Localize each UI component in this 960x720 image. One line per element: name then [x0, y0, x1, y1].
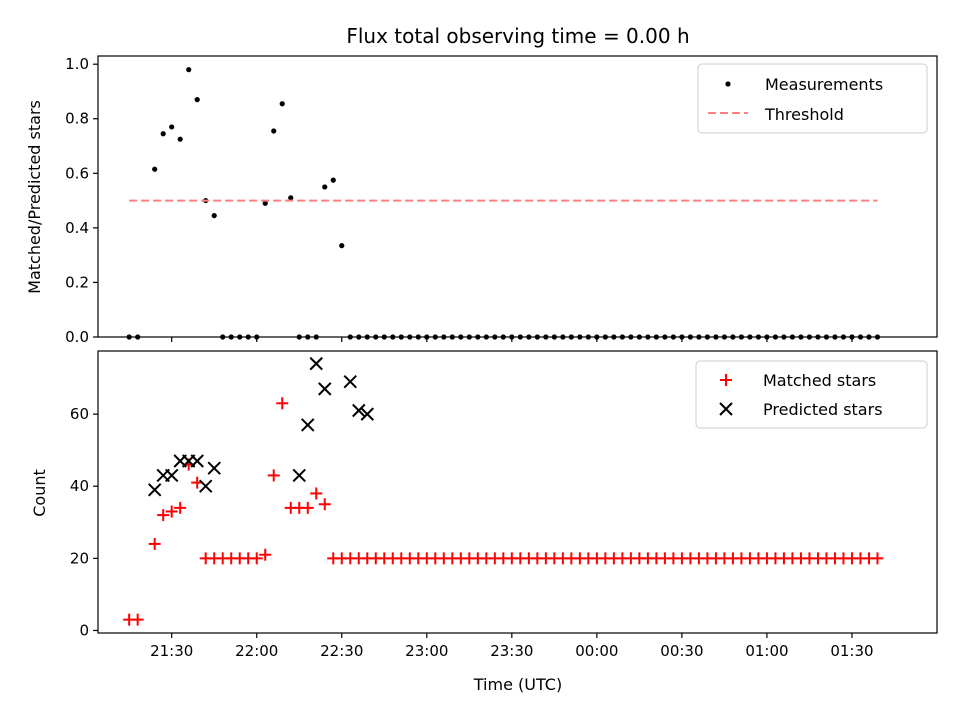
ratio-y-axis-label: Matched/Predicted stars [25, 100, 44, 294]
legend-label-predicted: Predicted stars [763, 400, 883, 419]
y-tick-label: 1.0 [65, 55, 89, 73]
data-point [207, 461, 221, 475]
x-tick-label: 23:30 [490, 642, 533, 660]
data-point [271, 128, 277, 134]
data-point [360, 407, 374, 421]
y-tick-label: 20 [70, 549, 89, 567]
y-tick-label: 0 [79, 621, 89, 639]
legend-marker-measurements [725, 81, 731, 87]
x-tick-label: 21:30 [150, 642, 193, 660]
x-tick-label: 23:00 [405, 642, 448, 660]
y-tick-label: 0.8 [65, 110, 89, 128]
data-point [318, 382, 332, 396]
series-matched-stars [123, 397, 884, 626]
ratio-y-ticks: 0.0 0.2 0.4 0.6 0.8 1.0 [65, 55, 98, 346]
data-point [343, 374, 357, 389]
data-point [211, 212, 217, 219]
series-predicted-stars [147, 356, 374, 497]
data-point [330, 177, 336, 183]
data-point [131, 613, 144, 626]
data-point [318, 498, 331, 511]
x-tick-label: 22:30 [320, 642, 363, 660]
legend-label-measurements: Measurements [765, 75, 883, 94]
data-point [322, 184, 328, 190]
data-point [301, 501, 314, 514]
x-tick-label: 01:30 [830, 642, 873, 660]
y-tick-label: 0.0 [65, 328, 89, 346]
legend-marker-matched [720, 374, 732, 386]
data-point [292, 468, 306, 483]
counts-x-axis-label: Time (UTC) [473, 675, 562, 694]
counts-y-axis-label: Count [30, 469, 49, 517]
data-point [352, 403, 366, 418]
data-point [250, 552, 263, 565]
y-tick-label: 0.4 [65, 219, 89, 237]
ratio-axes-frame [97, 55, 938, 338]
data-point [276, 397, 289, 410]
legend-marker-predicted [719, 402, 733, 416]
counts-plot-area [123, 356, 884, 626]
figure-title: Flux total observing time = 0.00 h [346, 24, 689, 48]
ratio-x-ticks [171, 337, 853, 342]
x-tick-label: 00:30 [660, 642, 703, 660]
data-point [152, 166, 158, 172]
data-point [190, 454, 204, 468]
data-point [309, 356, 323, 371]
legend-label-matched: Matched stars [763, 371, 876, 390]
data-point [147, 483, 162, 497]
x-tick-label: 01:00 [745, 642, 788, 660]
data-point [186, 67, 192, 73]
data-point [288, 195, 294, 201]
ratio-panel: 0.0 0.2 0.4 0.6 0.8 1.0 Matched/Predicted sta… [25, 55, 938, 346]
data-point [194, 97, 200, 103]
counts-legend-box [695, 360, 928, 429]
data-point [148, 537, 161, 550]
data-point [267, 469, 280, 482]
data-point [169, 124, 175, 130]
y-tick-label: 0.6 [65, 164, 89, 182]
data-point [279, 101, 285, 107]
data-point [310, 487, 323, 500]
counts-legend: Matched stars Predicted stars [695, 360, 928, 429]
y-tick-label: 0.2 [65, 273, 89, 291]
data-point [871, 552, 884, 565]
data-point [165, 505, 178, 518]
ratio-legend-box [697, 63, 928, 134]
data-point [262, 200, 268, 206]
data-point [164, 468, 179, 483]
counts-panel: 0 20 40 60 21:30 22:00 22:30 23:00 23:30 00:00 00… [30, 350, 938, 694]
data-point [301, 418, 315, 432]
counts-axes-frame [97, 350, 938, 634]
counts-y-ticks: 0 20 40 60 [70, 405, 98, 639]
ratio-legend: Measurements Threshold [697, 63, 928, 134]
data-point [199, 479, 213, 493]
x-tick-label: 00:00 [575, 642, 618, 660]
y-tick-label: 40 [70, 477, 89, 495]
data-point [339, 243, 345, 249]
data-point [157, 509, 170, 522]
data-point [174, 501, 187, 514]
counts-x-ticks: 21:30 22:00 22:30 23:00 23:30 00:00 00:30 01:00… [150, 633, 874, 660]
y-tick-label: 60 [70, 405, 89, 423]
legend-label-threshold: Threshold [764, 105, 844, 124]
data-point [160, 131, 166, 137]
x-tick-label: 22:00 [235, 642, 278, 660]
data-point [259, 548, 272, 561]
data-point [177, 136, 183, 142]
